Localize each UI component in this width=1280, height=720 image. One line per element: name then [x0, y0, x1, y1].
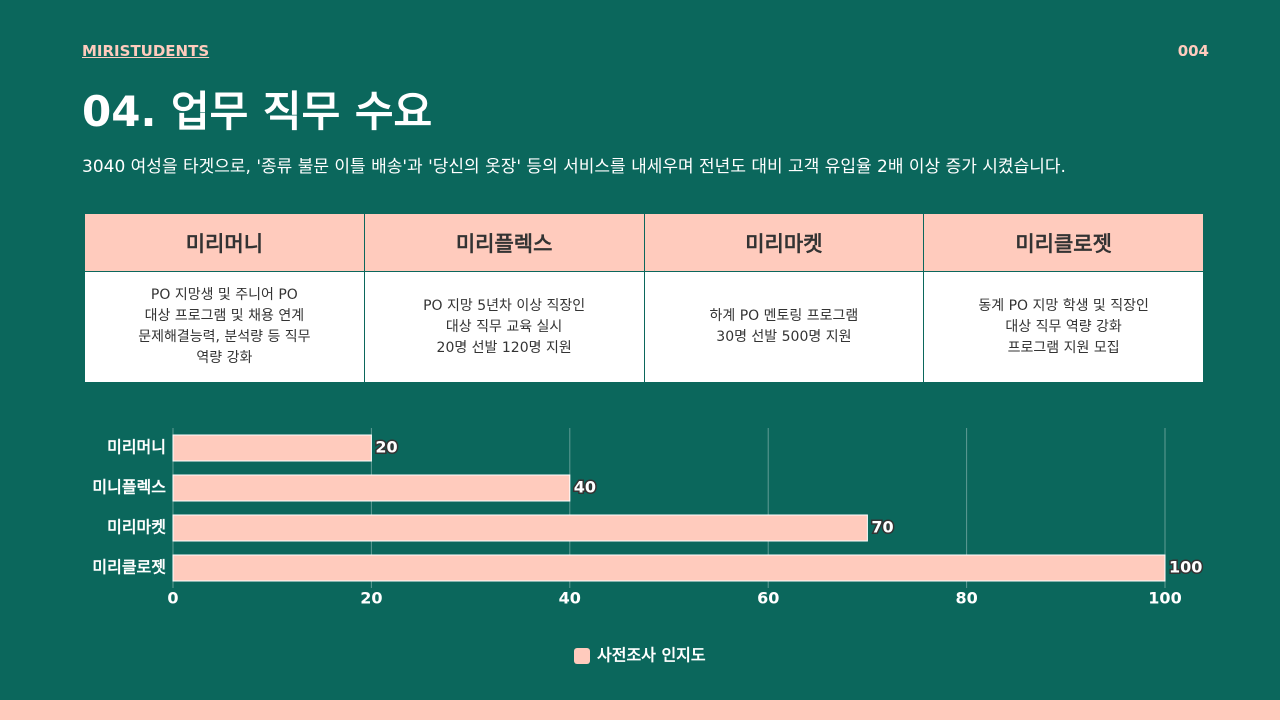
table-cell: 하계 PO 멘토링 프로그램 30명 선발 500명 지원: [643, 271, 925, 383]
x-tick-label: 100: [1148, 589, 1181, 608]
bar: [172, 474, 571, 502]
data-label: 70: [871, 518, 893, 537]
cell-line: 대상 직무 역량 강화: [1005, 318, 1122, 335]
column-header: 미리클로젯: [923, 213, 1204, 272]
y-tick-label: 미리마켓: [107, 518, 166, 537]
data-label: 100: [1169, 558, 1202, 577]
column-header: 미리플렉스: [363, 213, 645, 272]
x-tick-label: 0: [167, 589, 178, 608]
cell-line: 역량 강화: [196, 350, 253, 366]
subtitle: 3040 여성을 타겟으로, '종류 불문 이틀 배송'과 '당신의 옷장' 등…: [82, 157, 1066, 177]
page-number: 004: [1177, 42, 1209, 60]
cell-line: 대상 직무 교육 실시: [445, 318, 563, 335]
y-tick-label: 미니플렉스: [92, 478, 166, 497]
cell-line: PO 지망 5년차 이상 직장인: [423, 297, 586, 314]
program-table: 미리머니 미리플렉스 미리마켓 미리클로젯 PO 지망생 및 주니어 PO 대상 프로그램…: [84, 213, 1204, 383]
bar: [172, 434, 372, 462]
cell-line: 대상 프로그램 및 채용 연계: [144, 308, 305, 324]
column-header: 미리머니: [84, 213, 365, 272]
column-header: 미리마켓: [643, 213, 925, 272]
bar: [172, 554, 1166, 582]
cell-line: 하계 PO 멘토링 프로그램: [709, 308, 859, 324]
footer-strip: [0, 700, 1280, 720]
y-tick-label: 미리머니: [107, 438, 166, 457]
x-tick-label: 80: [955, 589, 977, 608]
cell-line: 프로그램 지원 모집: [1007, 339, 1120, 356]
cell-line: 동계 PO 지망 학생 및 직장인: [978, 297, 1149, 314]
x-tick-label: 60: [757, 589, 779, 608]
brand: MIRISTUDENTS: [82, 42, 210, 60]
x-tick-label: 40: [559, 589, 581, 608]
cell-line: 30명 선발 500명 지원: [716, 329, 852, 345]
cell-line: 20명 선발 120명 지원: [436, 339, 572, 356]
x-tick-label: 20: [360, 589, 382, 608]
y-tick-label: 미리클로젯: [92, 558, 166, 577]
data-label: 40: [574, 478, 596, 497]
cell-line: 문제해결능력, 분석량 등 직무: [138, 329, 311, 345]
cell-line: PO 지망생 및 주니어 PO: [150, 287, 298, 303]
bar: [172, 514, 868, 542]
legend-label: 사전조사 인지도: [597, 646, 706, 665]
title: 04. 업무 직무 수요: [82, 87, 433, 136]
data-label: 20: [375, 438, 397, 457]
legend-swatch: [574, 648, 590, 664]
